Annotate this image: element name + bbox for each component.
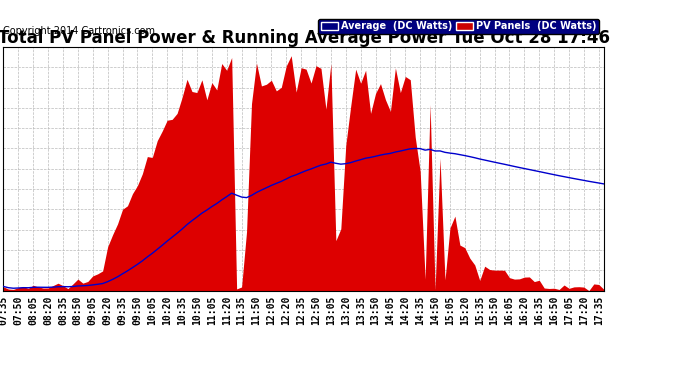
Text: Copyright 2014 Cartronics.com: Copyright 2014 Cartronics.com (3, 26, 155, 36)
Title: Total PV Panel Power & Running Average Power Tue Oct 28 17:46: Total PV Panel Power & Running Average P… (0, 29, 609, 47)
Legend: Average  (DC Watts), PV Panels  (DC Watts): Average (DC Watts), PV Panels (DC Watts) (318, 19, 599, 34)
